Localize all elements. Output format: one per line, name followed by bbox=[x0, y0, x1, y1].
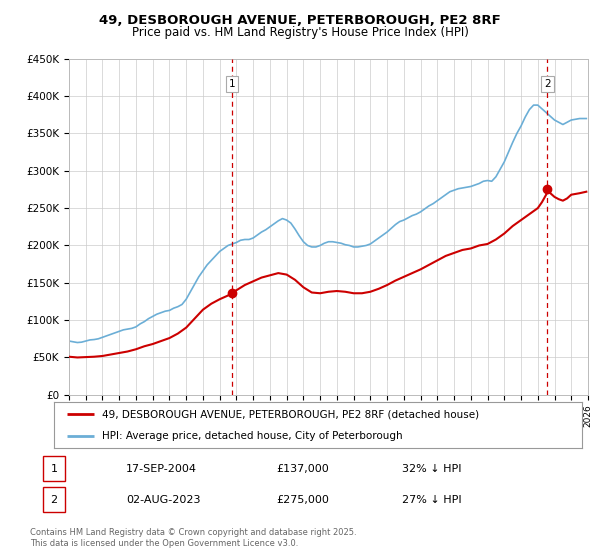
Text: HPI: Average price, detached house, City of Peterborough: HPI: Average price, detached house, City… bbox=[101, 431, 402, 441]
Text: £137,000: £137,000 bbox=[276, 464, 329, 474]
Text: 2: 2 bbox=[50, 494, 58, 505]
Text: £275,000: £275,000 bbox=[276, 494, 329, 505]
Text: 49, DESBOROUGH AVENUE, PETERBOROUGH, PE2 8RF (detached house): 49, DESBOROUGH AVENUE, PETERBOROUGH, PE2… bbox=[101, 409, 479, 419]
Text: 02-AUG-2023: 02-AUG-2023 bbox=[126, 494, 200, 505]
Text: 27% ↓ HPI: 27% ↓ HPI bbox=[402, 494, 461, 505]
Text: Price paid vs. HM Land Registry's House Price Index (HPI): Price paid vs. HM Land Registry's House … bbox=[131, 26, 469, 39]
Text: 1: 1 bbox=[229, 79, 235, 89]
Text: 32% ↓ HPI: 32% ↓ HPI bbox=[402, 464, 461, 474]
Text: 49, DESBOROUGH AVENUE, PETERBOROUGH, PE2 8RF: 49, DESBOROUGH AVENUE, PETERBOROUGH, PE2… bbox=[99, 14, 501, 27]
Text: 2: 2 bbox=[544, 79, 551, 89]
Text: 17-SEP-2004: 17-SEP-2004 bbox=[126, 464, 197, 474]
Text: Contains HM Land Registry data © Crown copyright and database right 2025.
This d: Contains HM Land Registry data © Crown c… bbox=[30, 528, 356, 548]
Text: 1: 1 bbox=[50, 464, 58, 474]
